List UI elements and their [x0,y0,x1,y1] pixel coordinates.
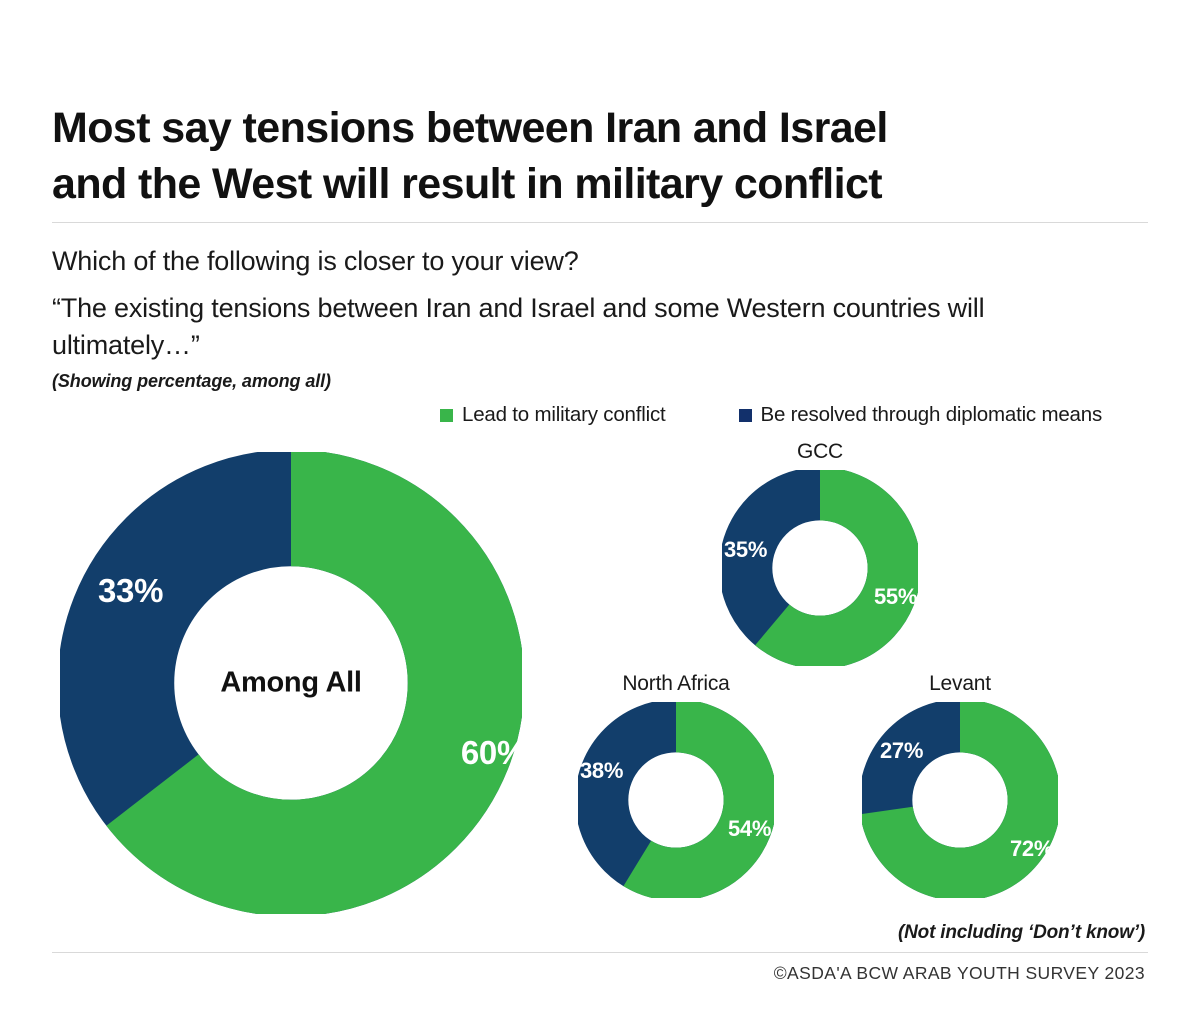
question-text: Which of the following is closer to your… [52,246,579,276]
chart-legend: Lead to military conflict Be resolved th… [440,403,1102,427]
page-title-line-2: and the West will result in military con… [52,159,883,208]
donut-slice-conflict [862,702,1058,898]
donut-svg-among-all [60,452,522,914]
legend-swatch-green-icon [440,408,453,422]
divider-top [52,222,1148,223]
legend-label-diplomatic: Be resolved through diplomatic means [760,403,1103,426]
chart-footnote: (Not including ‘Don’t know’) [898,922,1145,943]
donut-slice-conflict [578,702,774,898]
donut-chart-north-africa[interactable]: North Africa 54% 38% [578,672,774,898]
divider-bottom [52,952,1148,953]
page-title: Most say tensions between Iran and Israe… [52,101,1072,213]
donut-title-levant: Levant [929,672,991,695]
donut-value-conflict-north-africa: 54% [728,816,772,841]
donut-svg-levant [862,702,1058,898]
donut-slice-conflict [60,452,522,914]
donut-svg-gcc [722,470,918,666]
donut-svg-north-africa [578,702,774,898]
quote-text: “The existing tensions between Iran and … [52,293,985,361]
legend-item-conflict[interactable]: Lead to military conflict [440,403,666,427]
showing-note: (Showing percentage, among all) [52,371,331,391]
donut-chart-among-all[interactable]: Among All 60% 33% [60,452,526,914]
donut-value-diplomatic-levant: 27% [880,738,924,763]
source-credit: ©ASDA'A BCW ARAB YOUTH SURVEY 2023 [773,963,1145,983]
donut-value-conflict-gcc: 55% [874,584,918,609]
legend-item-diplomatic[interactable]: Be resolved through diplomatic means [738,403,1103,427]
donut-value-conflict-among-all: 60% [460,734,526,771]
donut-value-conflict-levant: 72% [1010,836,1054,861]
legend-swatch-navy-icon [738,408,752,422]
donut-slice-conflict [722,470,918,666]
page-title-line-1: Most say tensions between Iran and Israe… [52,103,888,152]
donut-chart-gcc[interactable]: GCC 55% 35% [722,440,918,666]
donut-chart-levant[interactable]: Levant 72% 27% [862,672,1058,898]
donut-title-north-africa: North Africa [622,672,730,695]
legend-label-conflict: Lead to military conflict [462,403,666,426]
donut-title-gcc: GCC [796,440,844,463]
donut-value-diplomatic-gcc: 35% [724,537,768,562]
donut-value-diplomatic-among-all: 33% [98,572,164,609]
donut-center-label-among-all: Among All [220,666,362,699]
donut-value-diplomatic-north-africa: 38% [580,758,624,783]
